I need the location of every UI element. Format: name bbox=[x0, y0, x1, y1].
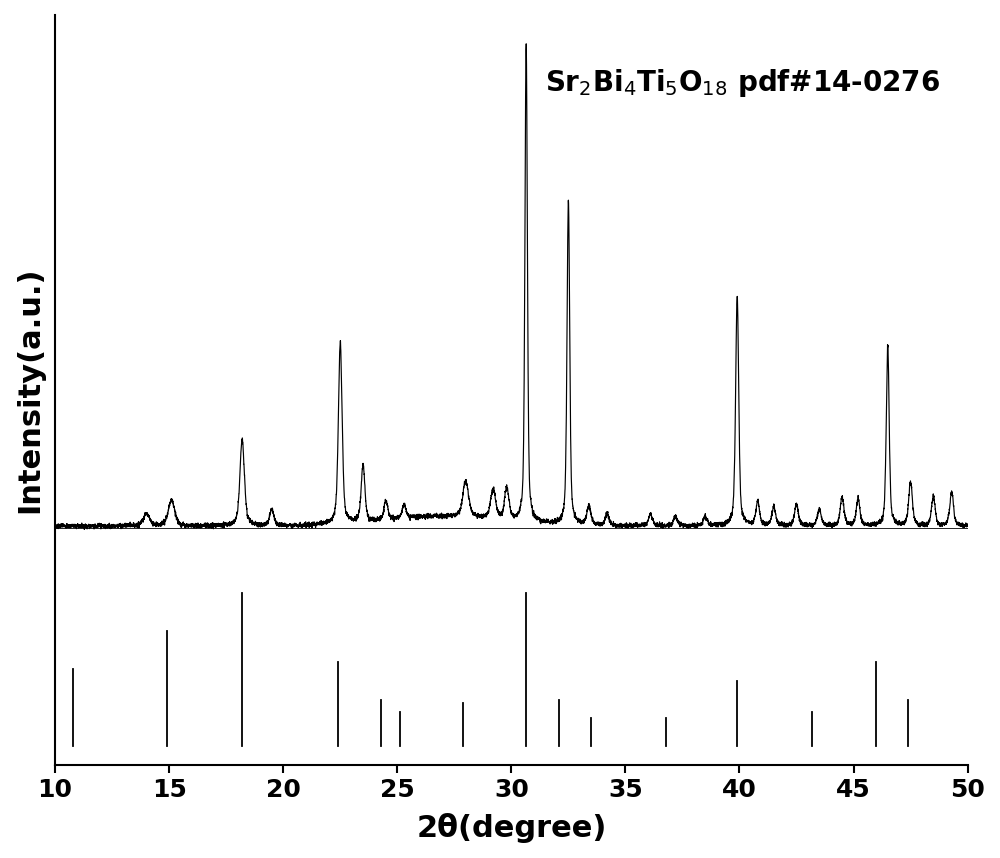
X-axis label: 2θ(degree): 2θ(degree) bbox=[416, 813, 607, 843]
Text: Sr$_2$Bi$_4$Ti$_5$O$_{18}$ pdf#14-0276: Sr$_2$Bi$_4$Ti$_5$O$_{18}$ pdf#14-0276 bbox=[545, 68, 940, 100]
Y-axis label: Intensity(a.u.): Intensity(a.u.) bbox=[15, 267, 44, 513]
